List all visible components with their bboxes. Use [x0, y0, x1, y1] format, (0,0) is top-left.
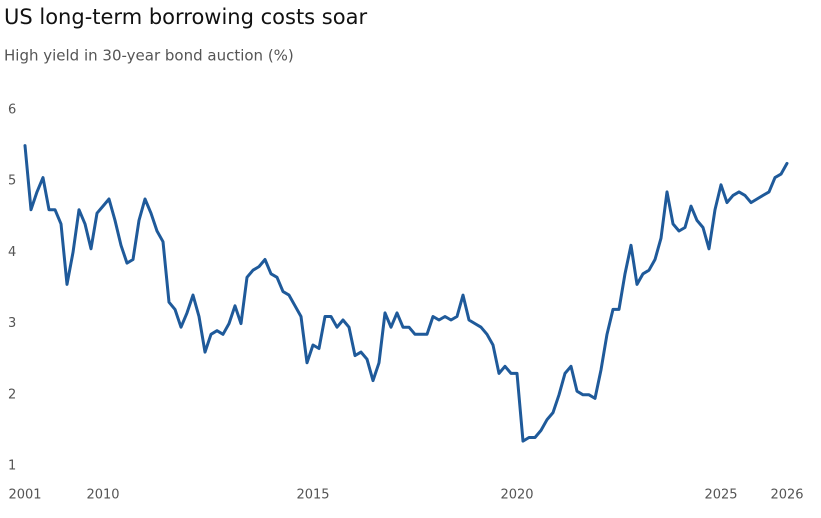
chart-subtitle: High yield in 30-year bond auction (%) [4, 47, 294, 65]
x-tick-label: 2015 [296, 488, 329, 503]
line [23, 144, 789, 443]
x-tick-label: 2001 [8, 488, 41, 503]
chart-title: US long-term borrowing costs soar [4, 5, 367, 29]
y-tick-label: 4 [8, 245, 16, 260]
x-tick-label: 2025 [704, 488, 737, 503]
y-tick-label: 6 [8, 103, 16, 118]
x-tick-label: 2010 [86, 488, 119, 503]
x-tick-label: 2020 [500, 488, 533, 503]
x-tick-label: 2026 [770, 488, 803, 503]
y-tick-label: 1 [8, 459, 16, 474]
y-tick-label: 2 [8, 387, 16, 402]
y-tick-label: 5 [8, 174, 16, 189]
y-tick-label: 3 [8, 316, 16, 331]
